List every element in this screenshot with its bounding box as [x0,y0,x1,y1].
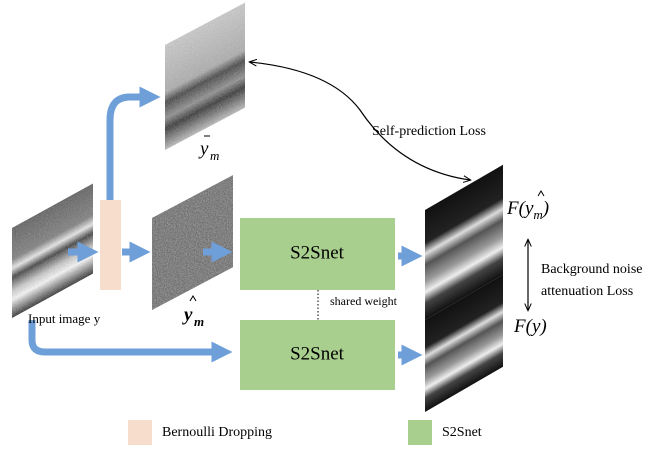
loss-label: Background noise [541,262,642,277]
accent [190,296,196,301]
legend-label: S2Snet [442,425,482,440]
math-sub: m [210,148,219,163]
dropped-image-a [165,3,245,150]
loss-arrow [250,62,470,180]
legend-swatch [128,420,152,445]
dropped-image-b [152,175,233,310]
loss-label: Self-prediction Loss [372,124,486,139]
net-label: S2Snet [290,242,345,263]
math-func: F(ym) [506,198,549,222]
legend-swatch [408,420,432,445]
math-var: y [198,138,209,159]
net-label: S2Snet [290,343,345,364]
math-func: F(y) [513,316,547,337]
legend-label: Bernoulli Dropping [162,425,272,440]
diagram: S2Snet S2Snet shared weight Self-predict… [0,0,658,449]
accent [538,191,544,196]
math-sub: m [194,314,204,329]
shared-label: shared weight [330,294,398,308]
input-label: Input image y [28,311,101,326]
loss-label: attenuation Loss [541,284,633,299]
bernoulli-block [100,200,121,290]
math-var: y [182,304,193,325]
